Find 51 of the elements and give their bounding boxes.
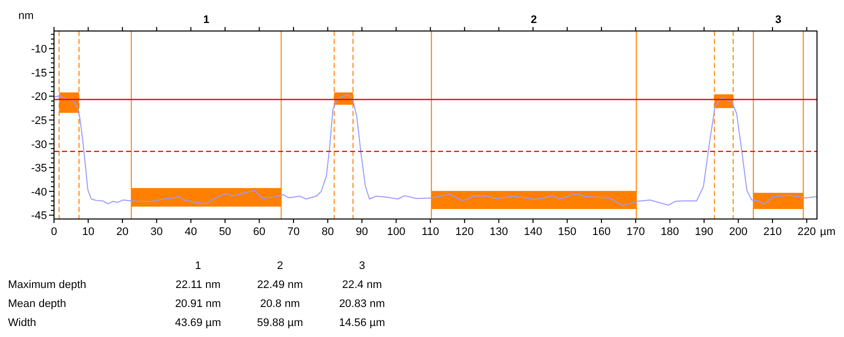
x-tick-label: 80 [322,226,334,238]
x-tick-label: 70 [287,226,300,238]
x-tick-label: 0 [50,226,58,238]
x-tick-label: 20 [116,226,129,238]
y-tick-label: -30 [31,138,47,151]
text: 1 [203,14,210,26]
y-tick-label: -45 [31,210,47,222]
x-tick-label: 40 [184,226,197,238]
text: 22.4 nm [342,279,382,291]
text: 2 [530,14,537,26]
x-tick-label: 150 [558,226,576,238]
text: Mean depth [8,298,66,310]
text: 3 [775,14,782,26]
y-tick-label: -25 [31,115,47,128]
x-axis-title: µm [820,226,836,238]
x-tick-label: 50 [218,226,232,238]
text: 20.8 nm [260,298,300,310]
text: 20.83 nm [339,298,385,310]
y-tick-label: -20 [31,91,47,104]
text: Maximum depth [8,279,86,291]
text: 43.69 µm [174,317,222,329]
text: Width [8,317,36,329]
x-tick-label: 190 [694,226,714,238]
text: 3 [358,260,366,272]
text: 22.11 nm [175,279,221,291]
y-tick-label: -10 [31,44,47,56]
y-tick-label: -40 [31,186,47,198]
x-tick-label: 200 [729,226,748,238]
text: 59.88 µm [256,317,304,329]
x-tick-label: 60 [253,226,266,238]
y-tick-label: -15 [31,67,47,80]
x-tick-label: 100 [386,226,406,238]
x-tick-label: 30 [150,226,163,238]
x-tick-label: 160 [592,226,611,238]
y-axis-title: nm [18,10,34,22]
x-tick-label: 110 [422,226,440,238]
text: 2 [276,260,284,272]
x-tick-label: 140 [524,226,542,238]
x-tick-label: 170 [626,226,645,238]
x-tick-label: 130 [490,226,508,238]
x-tick-label: 120 [455,226,474,238]
x-tick-label: 10 [82,226,94,238]
text: 22.49 nm [257,279,303,291]
x-tick-label: 90 [356,226,368,238]
x-tick-label: 180 [660,226,680,238]
text: 1 [194,260,202,272]
x-tick-label: 220 [798,226,816,238]
text: 20.91 nm [175,298,221,310]
y-tick-label: -35 [31,162,47,175]
text: 14.56 µm [338,317,386,329]
x-tick-label: 210 [763,226,782,238]
